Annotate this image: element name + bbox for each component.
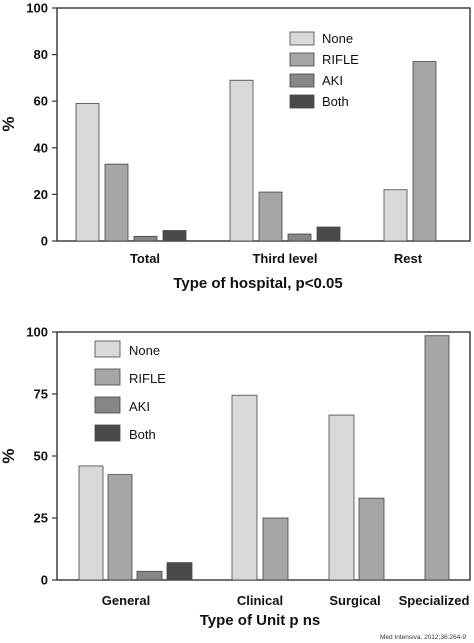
bar-rifle-third-level [258, 191, 283, 242]
y-tick-label: 0 [41, 234, 48, 249]
y-tick-label: 0 [41, 573, 48, 588]
x-tick-label: Specialized [399, 593, 470, 608]
bar-none-third-level [229, 79, 254, 242]
bar-none-total [75, 103, 100, 242]
x-tick-label: General [102, 593, 150, 608]
legend-swatch-none [94, 340, 121, 358]
y-tick-label: 100 [26, 1, 48, 16]
y-axis-label: % [0, 448, 18, 463]
y-tick-label: 80 [34, 47, 48, 62]
x-axis-label: Type of Unit p ns [200, 612, 321, 629]
y-axis-label: % [0, 116, 18, 131]
legend-label-aki: AKI [322, 73, 343, 88]
bar-none-surgical [328, 414, 355, 581]
bar-both-general [166, 562, 193, 581]
y-tick-label: 50 [34, 449, 48, 464]
x-tick-label: Clinical [237, 593, 283, 608]
y-tick-label: 60 [34, 94, 48, 109]
bar-rifle-total [104, 163, 129, 242]
bar-rifle-clinical [262, 517, 289, 581]
bar-none-clinical [231, 394, 258, 581]
y-tick-label: 25 [34, 511, 48, 526]
legend-label-none: None [322, 31, 353, 46]
legend-label-aki: AKI [129, 399, 150, 414]
bar-aki-third-level [287, 233, 312, 242]
x-tick-label: Surgical [329, 593, 380, 608]
legend-label-both: Both [322, 94, 349, 109]
chart-hospital-type: 0 20 40 60 80 100 Total Third level Rest Type of … [0, 1, 471, 292]
bar-aki-general [136, 570, 163, 581]
legend-swatch-rifle [289, 52, 315, 67]
bar-none-rest [383, 189, 408, 242]
bar-rifle-specialized [424, 335, 450, 581]
legend-label-rifle: RIFLE [129, 371, 166, 386]
y-tick-label: 40 [34, 140, 48, 155]
legend-swatch-both [289, 94, 315, 109]
bar-both-third-level [316, 226, 341, 242]
bar-rifle-general [107, 474, 133, 581]
legend-swatch-aki [289, 73, 315, 88]
chart-unit-type: 0 25 50 75 100 General Clinical Surgical Special… [0, 325, 471, 629]
x-axis-label: Type of hospital, p<0.05 [173, 275, 342, 292]
x-tick-label: Rest [394, 251, 423, 266]
bar-none-general [78, 465, 104, 581]
legend-swatch-both [94, 424, 121, 442]
source-credit: Med Intensiva. 2012;36:264-9 [380, 634, 466, 641]
bar-aki-total [133, 235, 158, 242]
legend-swatch-none [289, 31, 315, 46]
y-tick-label: 20 [34, 187, 48, 202]
legend-label-none: None [129, 343, 160, 358]
legend-label-rifle: RIFLE [322, 52, 359, 67]
bar-rifle-rest [412, 61, 437, 242]
legend-swatch-aki [94, 396, 121, 414]
bar-rifle-surgical [358, 497, 385, 581]
x-tick-label: Third level [252, 251, 317, 266]
bar-both-total [162, 230, 187, 242]
y-tick-label: 75 [34, 387, 48, 402]
y-tick-label: 100 [26, 325, 48, 340]
legend-swatch-rifle [94, 368, 121, 386]
legend-label-both: Both [129, 427, 156, 442]
x-tick-label: Total [130, 251, 160, 266]
